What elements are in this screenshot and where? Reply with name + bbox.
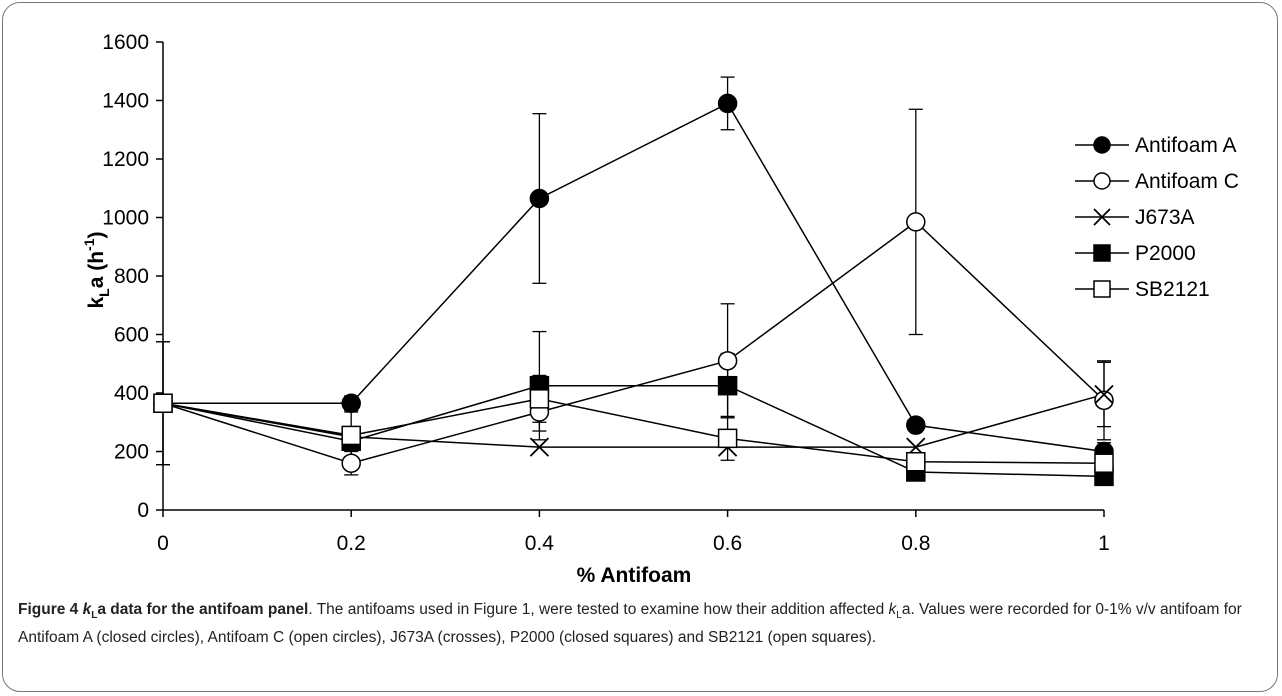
legend-label-sb2121: SB2121 <box>1135 278 1210 301</box>
y-tick-label: 1600 <box>102 31 149 54</box>
caption-label: Figure 4 <box>18 601 79 618</box>
caption-title-rest: a data for the antifoam panel <box>97 601 309 618</box>
data-point-p2000 <box>717 375 738 396</box>
y-tick-label: 0 <box>137 499 149 522</box>
legend: Antifoam A Antifoam C J673A P2000 SB2121 <box>1075 134 1239 301</box>
legend-marker-p2000 <box>1093 244 1111 262</box>
caption-body-k: k <box>888 601 897 618</box>
series-line-sb2121 <box>162 398 1105 464</box>
legend-marker-j673a <box>1093 208 1111 226</box>
axes: 0 200 400 600 800 1000 1200 1400 1600 0 0.2 0.4 0.6 0… <box>102 31 1110 555</box>
y-tick-label: 1200 <box>102 148 149 171</box>
figure-caption: Figure 4 kLa data for the antifoam panel… <box>18 599 1262 649</box>
x-axis-title: % Antifoam <box>577 564 692 587</box>
y-axis-title-sub: L <box>96 288 112 297</box>
caption-body-sub: L <box>896 610 902 622</box>
caption-title-k: k <box>82 601 92 618</box>
y-axis-title-k: k <box>85 297 108 309</box>
y-axis-title-rest: a (h <box>85 251 108 288</box>
y-axis-title-close: ) <box>85 231 108 238</box>
legend-label-p2000: P2000 <box>1135 242 1196 265</box>
legend-marker-antifoam-a <box>1093 136 1111 154</box>
data-point-j673a <box>529 437 550 457</box>
y-tick-label: 800 <box>114 265 149 288</box>
y-axis-title-sup: -1 <box>81 238 97 251</box>
caption-body-1: . The antifoams used in Figure 1, were t… <box>308 601 889 618</box>
x-tick-label: 0.2 <box>337 532 366 555</box>
data-point-antifoam-a <box>906 415 926 435</box>
y-tick-label: 600 <box>114 324 149 347</box>
x-tick-label: 0.8 <box>901 532 930 555</box>
series-line-p2000 <box>162 384 1105 478</box>
x-tick-label: 0 <box>157 532 169 555</box>
y-tick-label: 200 <box>114 441 149 464</box>
data-point-sb2121 <box>529 389 550 409</box>
legend-marker-sb2121 <box>1093 280 1111 298</box>
data-point-sb2121 <box>153 393 173 413</box>
data-point-sb2121 <box>717 428 738 449</box>
caption-title-sub: L <box>91 610 98 622</box>
legend-label-antifoam-c: Antifoam C <box>1135 170 1239 193</box>
error-bars <box>156 76 1111 476</box>
data-point-antifoam-c <box>906 212 926 232</box>
data-point-antifoam-c <box>717 351 738 371</box>
data-point-antifoam-a <box>529 188 550 209</box>
data-point-sb2121 <box>906 451 926 472</box>
data-point-antifoam-a <box>341 393 361 413</box>
y-tick-label: 1400 <box>102 90 149 113</box>
x-tick-label: 0.4 <box>525 532 555 555</box>
series-line-j673a <box>162 393 1105 448</box>
y-tick-label: 400 <box>114 382 149 405</box>
x-tick-label: 0.6 <box>713 532 742 555</box>
legend-label-antifoam-a: Antifoam A <box>1135 134 1237 157</box>
caption-body-2: a. Values were recorded for 0-1% v/v ant… <box>18 601 1242 647</box>
x-tick-label: 1 <box>1098 532 1110 555</box>
legend-marker-antifoam-c <box>1093 172 1111 190</box>
series-lines <box>162 102 1105 478</box>
data-point-sb2121 <box>341 425 361 446</box>
caption-title: kLa data for the antifoam panel <box>82 601 309 622</box>
data-point-j673a <box>1094 384 1114 405</box>
data-point-antifoam-c <box>1094 390 1114 411</box>
y-tick-label: 1000 <box>102 207 149 230</box>
series-markers <box>153 93 1114 487</box>
data-point-antifoam-c <box>341 453 361 473</box>
series-line-antifoam-a <box>163 102 1105 453</box>
data-point-sb2121 <box>1094 453 1114 473</box>
legend-label-j673a: J673A <box>1135 206 1195 229</box>
y-axis-title: kLa (h-1) <box>81 231 112 308</box>
chart: 0 200 400 600 800 1000 1200 1400 1600 0 0.2 0.4 0.6 0… <box>81 31 1239 587</box>
data-point-antifoam-a <box>717 93 738 114</box>
